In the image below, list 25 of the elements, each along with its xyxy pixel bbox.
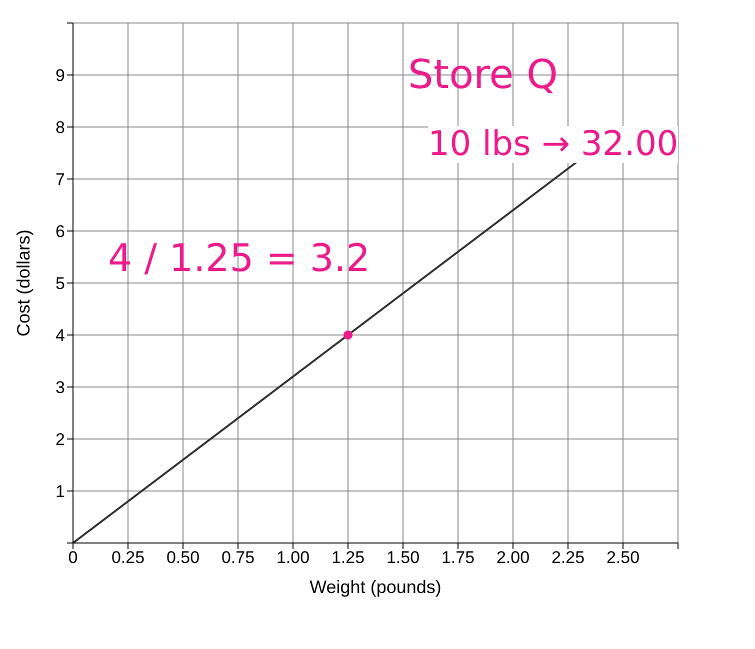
y-tick-label: 4 — [56, 326, 65, 346]
y-tick-label: 1 — [56, 482, 65, 502]
y-tick-label: 6 — [56, 222, 65, 242]
x-tick-label: 1.75 — [441, 548, 475, 568]
x-tick-label: 2.00 — [496, 548, 530, 568]
y-tick-label: 8 — [56, 118, 65, 138]
x-tick-label: 0.75 — [221, 548, 255, 568]
x-tick-label: 0.25 — [111, 548, 145, 568]
x-tick-label: 2.50 — [606, 548, 640, 568]
y-tick-label: 3 — [56, 378, 65, 398]
annotation: 10 lbs → 32.00 — [428, 124, 678, 164]
x-tick-label: 0.50 — [166, 548, 200, 568]
x-tick-label: 0 — [68, 548, 78, 568]
x-tick-label: 1.50 — [386, 548, 420, 568]
x-axis-title: Weight (pounds) — [310, 577, 442, 597]
annotation: Store Q — [408, 52, 558, 98]
y-tick-label: 2 — [56, 430, 65, 450]
y-tick-label: 9 — [56, 66, 65, 86]
x-tick-label: 2.25 — [551, 548, 585, 568]
annotation: 4 / 1.25 = 3.2 — [108, 236, 370, 280]
y-axis-title: Cost (dollars) — [13, 229, 34, 337]
x-tick-label: 1.25 — [331, 548, 365, 568]
y-tick-label: 5 — [56, 274, 65, 294]
y-tick-label: 7 — [56, 170, 65, 190]
x-tick-label: 1.00 — [276, 548, 310, 568]
